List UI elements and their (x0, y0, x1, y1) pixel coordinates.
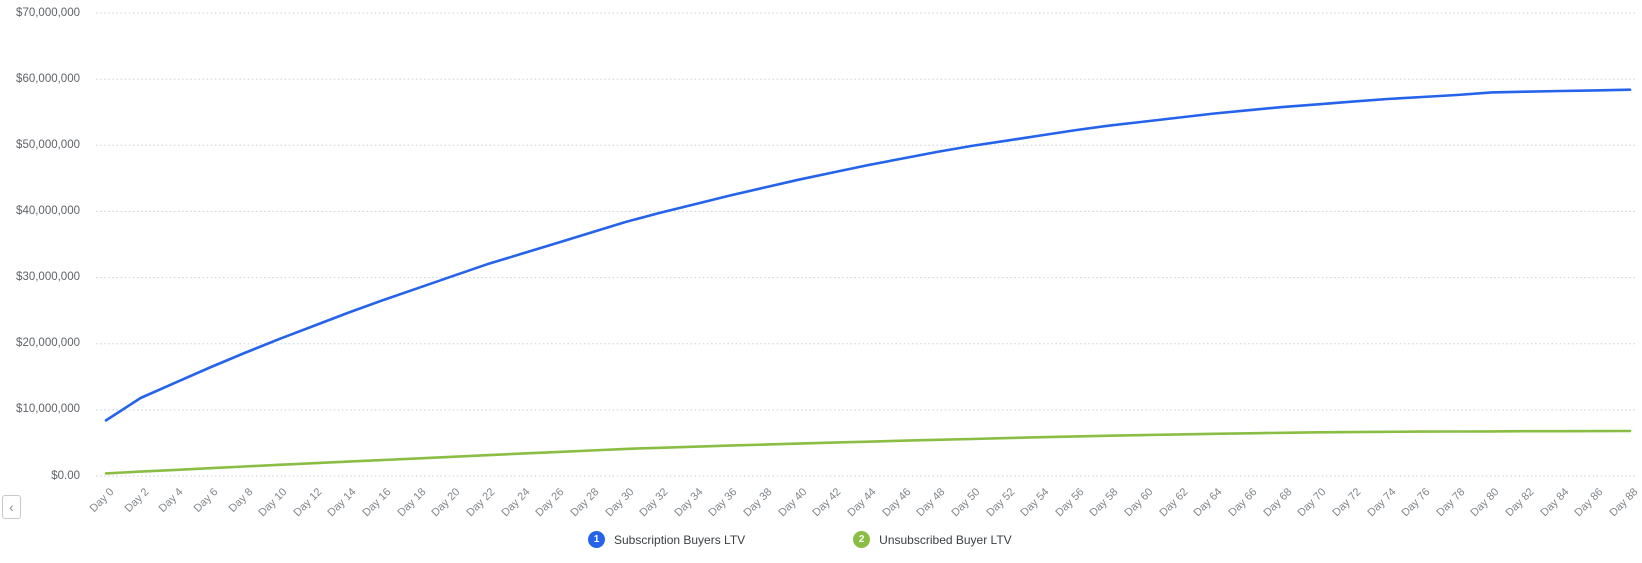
legend-series-2-label: Unsubscribed Buyer LTV (879, 532, 1012, 547)
y-axis-tick-label: $0.00 (51, 469, 80, 482)
scroll-left-button[interactable]: ‹ (2, 495, 21, 519)
legend-item-unsubscribed-buyer-ltv[interactable]: 2 Unsubscribed Buyer LTV (853, 531, 1012, 548)
chart-legend: 1 Subscription Buyers LTV 2 Unsubscribed… (588, 531, 1012, 548)
y-axis-tick-label: $30,000,000 (16, 271, 80, 284)
chevron-left-icon: ‹ (9, 499, 14, 515)
y-axis-tick-label: $40,000,000 (16, 204, 80, 217)
series-line-unsubscribed-buyer-ltv[interactable] (104, 429, 1632, 475)
y-axis-tick-label: $70,000,000 (16, 6, 80, 19)
legend-item-subscription-buyers-ltv[interactable]: 1 Subscription Buyers LTV (588, 531, 745, 548)
y-axis-tick-label: $60,000,000 (16, 72, 80, 85)
y-axis-tick-label: $50,000,000 (16, 138, 80, 151)
y-axis-tick-label: $20,000,000 (16, 337, 80, 350)
y-axis-tick-label: $10,000,000 (16, 403, 80, 416)
legend-series-1-label: Subscription Buyers LTV (614, 532, 746, 547)
legend-series-1-badge: 1 (588, 531, 605, 548)
legend-series-2-badge: 2 (853, 531, 871, 548)
series-line-subscription-buyers-ltv[interactable] (104, 88, 1632, 422)
